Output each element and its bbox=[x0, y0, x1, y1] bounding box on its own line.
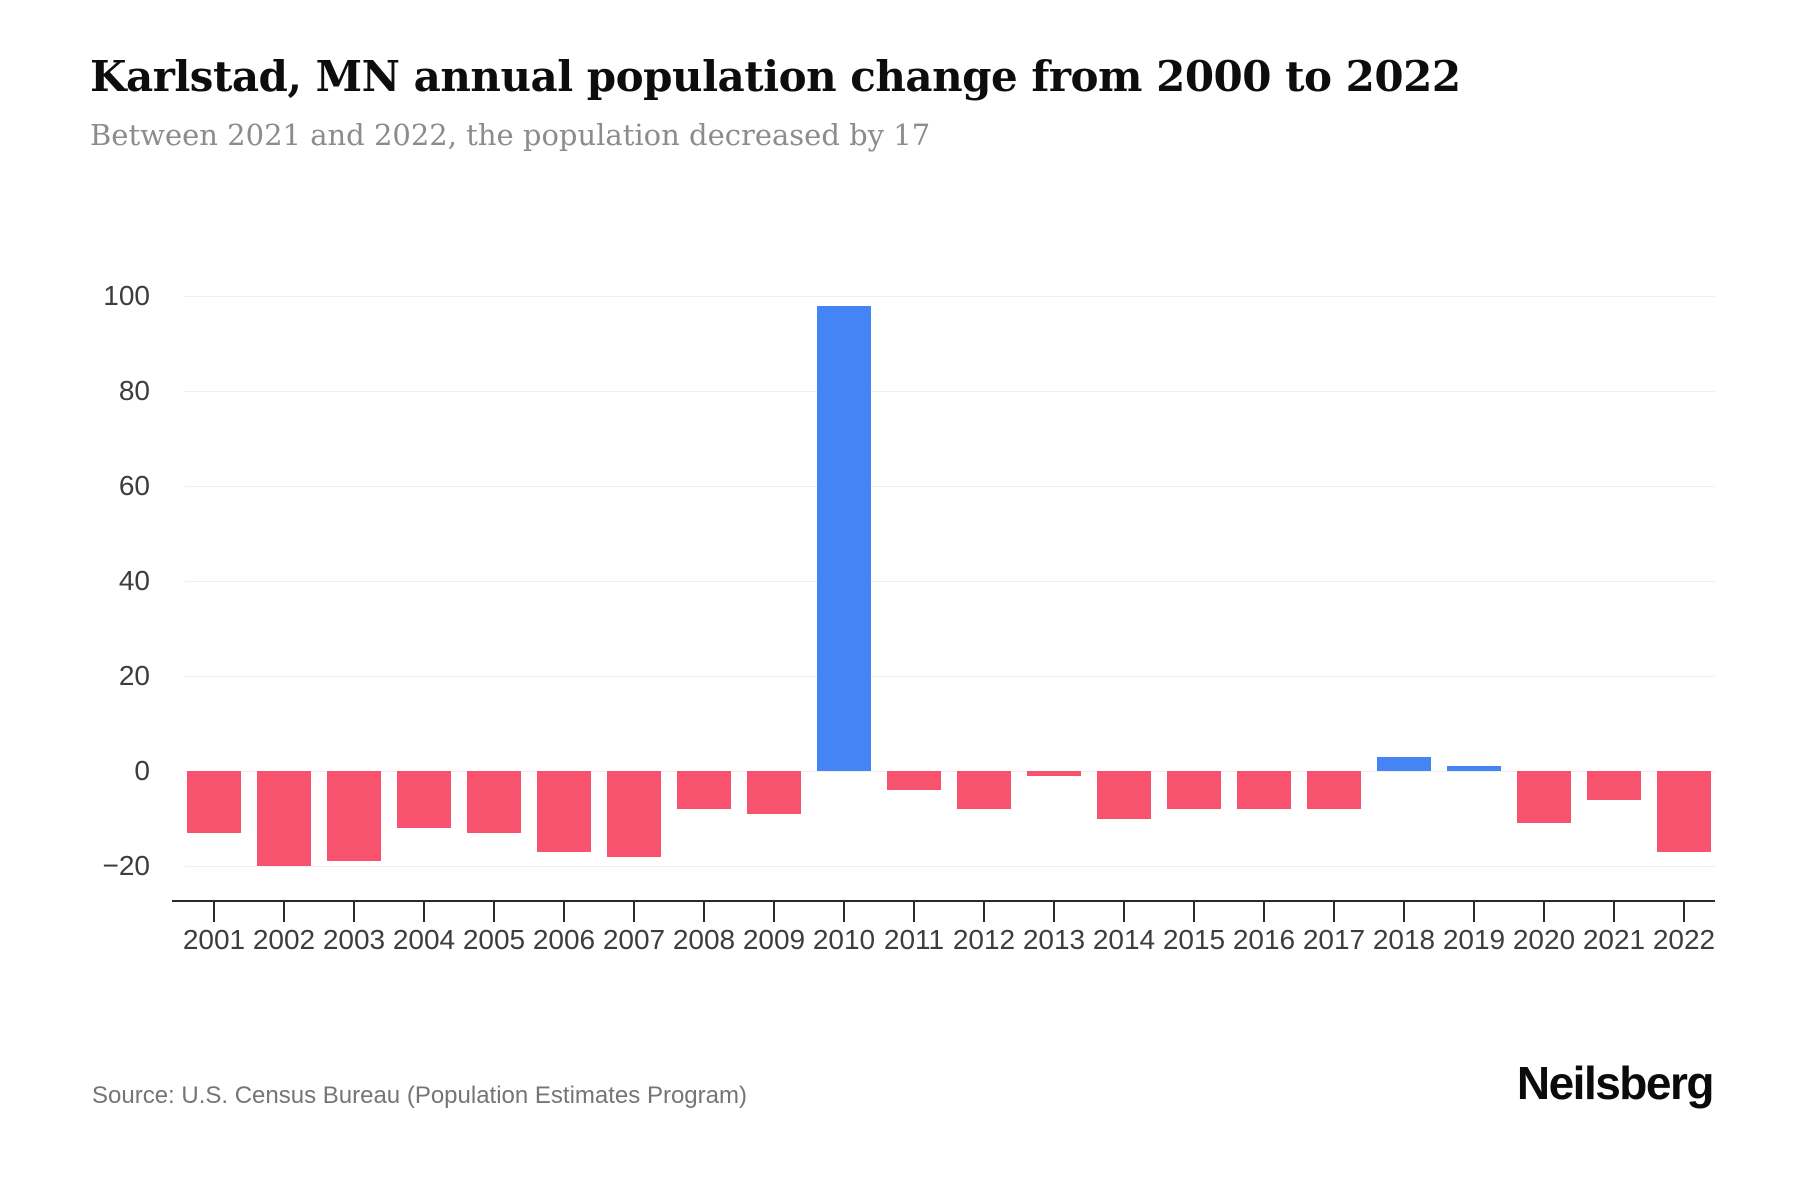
x-tick-label-2012: 2012 bbox=[952, 924, 1016, 955]
chart-title: Karlstad, MN annual population change fr… bbox=[90, 52, 1461, 101]
x-tick-label-2016: 2016 bbox=[1232, 924, 1296, 955]
x-tick-label-2021: 2021 bbox=[1582, 924, 1646, 955]
x-tick-2003 bbox=[353, 900, 355, 922]
bar-2013 bbox=[1027, 771, 1081, 776]
x-tick-label-2008: 2008 bbox=[672, 924, 736, 955]
x-tick-label-2014: 2014 bbox=[1092, 924, 1156, 955]
x-tick-label-2022: 2022 bbox=[1652, 924, 1716, 955]
x-tick-2020 bbox=[1543, 900, 1545, 922]
x-tick-2008 bbox=[703, 900, 705, 922]
bar-2010 bbox=[817, 305, 871, 771]
gridline--20 bbox=[185, 866, 1715, 867]
y-tick-label-100: 100 bbox=[103, 280, 150, 311]
bar-2005 bbox=[467, 771, 521, 833]
source-note: Source: U.S. Census Bureau (Population E… bbox=[92, 1082, 747, 1109]
x-tick-label-2007: 2007 bbox=[602, 924, 666, 955]
x-tick-2018 bbox=[1403, 900, 1405, 922]
plot-area: 100 80 60 40 20 0 −20 2001 2002 2003 2004 2005 2006 2… bbox=[103, 250, 1716, 955]
bar-2006 bbox=[537, 771, 591, 852]
x-tick-2012 bbox=[983, 900, 985, 922]
x-tick-label-2004: 2004 bbox=[392, 924, 456, 955]
bar-2020 bbox=[1517, 771, 1571, 824]
gridline-0 bbox=[185, 771, 1715, 772]
x-tick-2015 bbox=[1193, 900, 1195, 922]
x-axis-line bbox=[172, 900, 1715, 902]
bar-2011 bbox=[887, 771, 941, 790]
bar-2022 bbox=[1657, 771, 1711, 852]
x-tick-label-2017: 2017 bbox=[1302, 924, 1366, 955]
x-tick-label-2002: 2002 bbox=[252, 924, 316, 955]
brand-logo: Neilsberg bbox=[1516, 1057, 1715, 1109]
x-tick-2001 bbox=[213, 900, 215, 922]
bar-2004 bbox=[397, 771, 451, 828]
x-tick-label-2003: 2003 bbox=[322, 924, 386, 955]
bar-2019 bbox=[1447, 766, 1501, 771]
bar-2001 bbox=[187, 771, 241, 833]
gridline-40 bbox=[185, 581, 1715, 582]
bar-2016 bbox=[1237, 771, 1291, 809]
gridline-60 bbox=[185, 486, 1715, 487]
x-tick-2016 bbox=[1263, 900, 1265, 922]
x-tick-label-2018: 2018 bbox=[1372, 924, 1436, 955]
y-tick-label-60: 60 bbox=[118, 470, 150, 501]
x-tick-label-2015: 2015 bbox=[1162, 924, 1226, 955]
bar-2017 bbox=[1307, 771, 1361, 809]
x-tick-2009 bbox=[773, 900, 775, 922]
bar-2007 bbox=[607, 771, 661, 857]
gridline-80 bbox=[185, 391, 1715, 392]
bar-2018 bbox=[1377, 756, 1431, 771]
bar-2008 bbox=[677, 771, 731, 809]
x-tick-2017 bbox=[1333, 900, 1335, 922]
x-tick-label-2005: 2005 bbox=[462, 924, 526, 955]
bar-2012 bbox=[957, 771, 1011, 809]
bar-2009 bbox=[747, 771, 801, 814]
y-tick-label-80: 80 bbox=[118, 375, 150, 406]
x-tick-label-2001: 2001 bbox=[182, 924, 246, 955]
bar-2015 bbox=[1167, 771, 1221, 809]
gridline-20 bbox=[185, 676, 1715, 677]
x-tick-label-2019: 2019 bbox=[1442, 924, 1506, 955]
x-tick-2021 bbox=[1613, 900, 1615, 922]
x-tick-2014 bbox=[1123, 900, 1125, 922]
gridline-100 bbox=[185, 296, 1715, 297]
x-tick-2011 bbox=[913, 900, 915, 922]
x-tick-2006 bbox=[563, 900, 565, 922]
x-tick-2007 bbox=[633, 900, 635, 922]
y-tick-label-0: 0 bbox=[134, 755, 150, 786]
x-tick-2004 bbox=[423, 900, 425, 922]
bar-2014 bbox=[1097, 771, 1151, 819]
x-tick-label-2009: 2009 bbox=[742, 924, 806, 955]
bar-2003 bbox=[327, 771, 381, 862]
x-tick-2010 bbox=[843, 900, 845, 922]
x-tick-2019 bbox=[1473, 900, 1475, 922]
x-tick-label-2011: 2011 bbox=[883, 924, 945, 955]
x-tick-2002 bbox=[283, 900, 285, 922]
chart-subtitle: Between 2021 and 2022, the population de… bbox=[90, 118, 931, 152]
x-tick-label-2010: 2010 bbox=[812, 924, 876, 955]
x-tick-label-2006: 2006 bbox=[532, 924, 596, 955]
y-tick-label-40: 40 bbox=[118, 565, 150, 596]
x-tick-2022 bbox=[1683, 900, 1685, 922]
bar-2021 bbox=[1587, 771, 1641, 800]
y-tick-label-20: 20 bbox=[118, 660, 150, 691]
x-tick-label-2020: 2020 bbox=[1512, 924, 1576, 955]
x-tick-2013 bbox=[1053, 900, 1055, 922]
x-tick-label-2013: 2013 bbox=[1022, 924, 1086, 955]
y-tick-label--20: −20 bbox=[102, 850, 151, 881]
bar-2002 bbox=[257, 771, 311, 866]
x-tick-2005 bbox=[493, 900, 495, 922]
